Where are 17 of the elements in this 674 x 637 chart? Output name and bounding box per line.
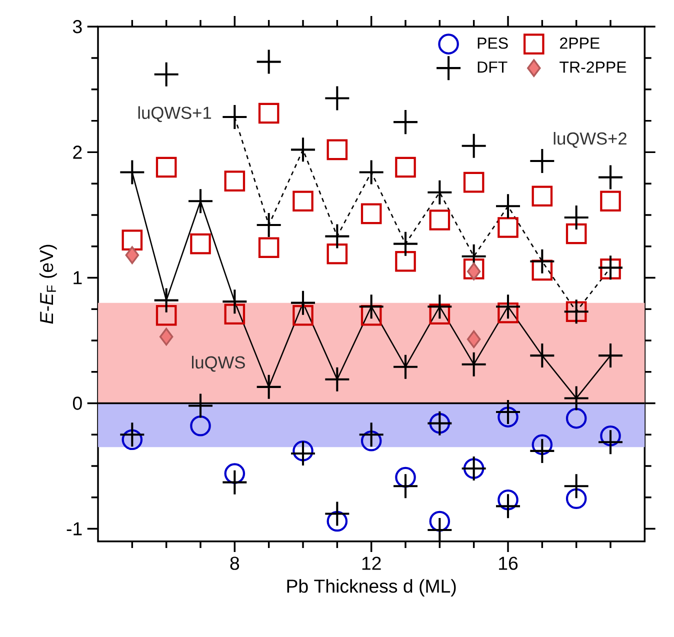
legend-label: 2PPE [560,37,600,49]
legend-label: DFT [478,61,508,72]
y-tick-label: 3 [72,20,82,34]
y-tick-label: 1 [74,271,82,284]
annotation: luQWS [192,356,245,372]
x-tick-label: 16 [499,556,518,570]
y-tick-label: 0 [72,396,82,410]
annotation: luQWS+2 [554,132,626,148]
legend-label: TR-2PPE [560,61,626,73]
y-tick-label: 2 [73,146,82,159]
x-axis-title: Pb Thickness d (ML) [287,578,456,596]
annotation: luQWS+1 [138,106,212,122]
y-tick-label: -1 [66,522,82,536]
legend-label: PES [478,37,508,49]
x-tick-label: 8 [230,556,240,570]
y-axis-title: E-E$_{F}$ (eV) [39,244,57,324]
x-tick-label: 12 [362,556,381,570]
